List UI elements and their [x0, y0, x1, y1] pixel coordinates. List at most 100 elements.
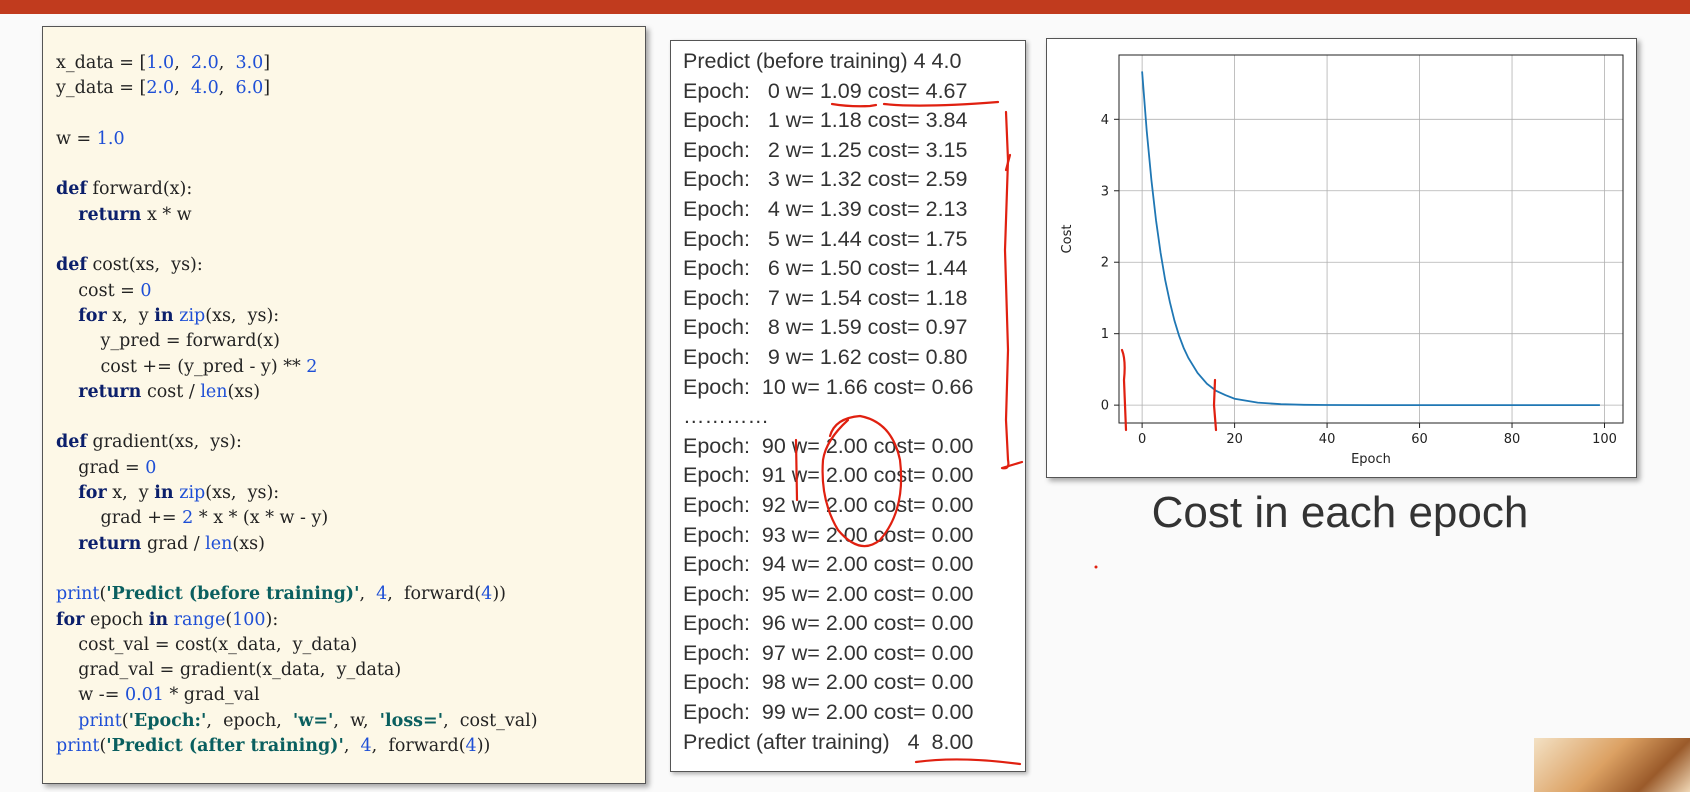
output-line: Epoch: 2 w= 1.25 cost= 3.15	[683, 137, 968, 162]
code-line: return x * w	[56, 203, 538, 228]
code-token: ))	[492, 584, 506, 605]
output-line: Epoch: 96 w= 2.00 cost= 0.00	[683, 611, 974, 636]
output-line: Epoch: 5 w= 1.44 cost= 1.75	[683, 226, 968, 251]
code-token: 6.0	[235, 78, 264, 99]
chart-caption: Cost in each epoch	[1151, 488, 1529, 537]
code-line: y_pred = forward(x)	[56, 329, 538, 354]
x-tick-label: 20	[1226, 432, 1243, 447]
output-line: Epoch: 94 w= 2.00 cost= 0.00	[683, 552, 974, 577]
output-line: Predict (after training) 4 8.00	[683, 729, 974, 754]
code-line: def forward(x):	[56, 177, 538, 202]
code-token: zip	[179, 305, 206, 326]
code-token: w -=	[56, 685, 125, 706]
code-token: 'w='	[292, 710, 334, 731]
cost-chart-panel: 0 20 40 60 80 100 0 1 2 3 4 Epoch Cost	[1046, 38, 1637, 478]
code-token: 2	[182, 508, 194, 529]
code-token: range	[173, 609, 226, 630]
code-token: * x * (x * w - y)	[193, 508, 329, 529]
code-line: for epoch in range(100):	[56, 608, 538, 633]
code-token	[56, 711, 78, 731]
code-line: x_data = [1.0, 2.0, 3.0]	[56, 51, 538, 76]
output-line: Epoch: 99 w= 2.00 cost= 0.00	[683, 700, 974, 725]
code-token: zip	[179, 483, 206, 504]
output-line: Epoch: 95 w= 2.00 cost= 0.00	[683, 581, 974, 606]
code-line: grad = 0	[56, 456, 538, 481]
output-line: Epoch: 91 w= 2.00 cost= 0.00	[683, 463, 974, 488]
code-token: x_data = [	[56, 53, 147, 73]
code-token: , epoch,	[206, 710, 293, 731]
x-tick-label: 80	[1504, 432, 1521, 447]
code-token: in	[148, 609, 169, 630]
code-line: for x, y in zip(xs, ys):	[56, 481, 538, 506]
code-token: (	[99, 736, 107, 757]
code-token: in	[154, 305, 174, 326]
code-token: cost =	[56, 280, 141, 301]
code-token: 4.0	[190, 78, 219, 99]
code-line: cost = 0	[56, 279, 538, 304]
output-line: Epoch: 98 w= 2.00 cost= 0.00	[683, 670, 974, 695]
output-line: …………	[683, 404, 769, 429]
code-token: 2.0	[146, 78, 175, 99]
program-output: Predict (before training) 4 4.0 Epoch: 0 …	[683, 47, 973, 757]
x-axis-label: Epoch	[1351, 452, 1391, 467]
code-token: return	[78, 381, 142, 402]
code-token	[56, 483, 78, 503]
code-token: gradient(xs, ys):	[86, 432, 242, 453]
code-token: ):	[265, 609, 279, 630]
code-token: cost += (y_pred - y) **	[56, 356, 307, 377]
code-token: ]	[263, 53, 271, 73]
output-line: Epoch: 10 w= 1.66 cost= 0.66	[683, 374, 974, 399]
code-token: 4	[376, 584, 388, 605]
code-line: def gradient(xs, ys):	[56, 430, 538, 455]
output-line: Epoch: 93 w= 2.00 cost= 0.00	[683, 522, 974, 547]
code-token: y_data = [	[56, 78, 147, 99]
code-token: epoch	[84, 609, 149, 630]
code-line	[56, 152, 538, 177]
code-token: (xs)	[227, 381, 261, 402]
code-token: len	[205, 533, 233, 554]
code-token: 'loss='	[379, 710, 444, 731]
code-token: def	[56, 432, 87, 453]
code-token: forward(x):	[86, 179, 193, 200]
code-token	[56, 534, 78, 554]
code-token: , cost_val)	[443, 710, 538, 731]
code-token: for	[78, 483, 107, 504]
output-line: Epoch: 9 w= 1.62 cost= 0.80	[683, 344, 968, 369]
code-token: ,	[218, 53, 236, 73]
code-token: ,	[218, 78, 236, 99]
code-token	[56, 382, 78, 402]
code-token: 'Predict (before training)'	[106, 584, 360, 605]
code-token: (	[121, 710, 129, 731]
code-line: cost_val = cost(x_data, y_data)	[56, 633, 538, 658]
code-line: return grad / len(xs)	[56, 532, 538, 557]
output-line: Epoch: 1 w= 1.18 cost= 3.84	[683, 108, 968, 133]
code-token: print	[78, 710, 122, 731]
code-token: grad /	[141, 533, 206, 554]
code-token: grad_val = gradient(x_data, y_data)	[56, 660, 402, 681]
code-token: * grad_val	[163, 685, 260, 706]
code-token: , forward(	[387, 584, 482, 605]
code-token: return	[78, 204, 142, 225]
code-token: x, y	[106, 305, 155, 326]
code-token: 'Epoch:'	[128, 710, 207, 731]
code-token: ]	[263, 78, 271, 99]
code-line: y_data = [2.0, 4.0, 6.0]	[56, 76, 538, 101]
x-tick-label: 60	[1411, 432, 1428, 447]
code-token: for	[78, 305, 107, 326]
code-token: in	[154, 483, 174, 504]
code-token: , forward(	[371, 736, 466, 757]
webcam-thumbnail	[1534, 738, 1690, 792]
code-line	[56, 228, 538, 253]
output-line: Epoch: 6 w= 1.50 cost= 1.44	[683, 256, 968, 281]
code-line: for x, y in zip(xs, ys):	[56, 304, 538, 329]
code-token: ,	[343, 736, 361, 757]
plot-frame	[1118, 54, 1624, 424]
code-token: cost(xs, ys):	[86, 255, 203, 276]
output-line: Epoch: 7 w= 1.54 cost= 1.18	[683, 285, 968, 310]
code-token	[56, 205, 78, 225]
cost-series-line	[1141, 71, 1600, 407]
code-line	[56, 557, 538, 582]
code-token: for	[56, 609, 85, 630]
code-token: y_pred = forward(x)	[56, 331, 280, 352]
code-token: 1.0	[96, 128, 125, 149]
